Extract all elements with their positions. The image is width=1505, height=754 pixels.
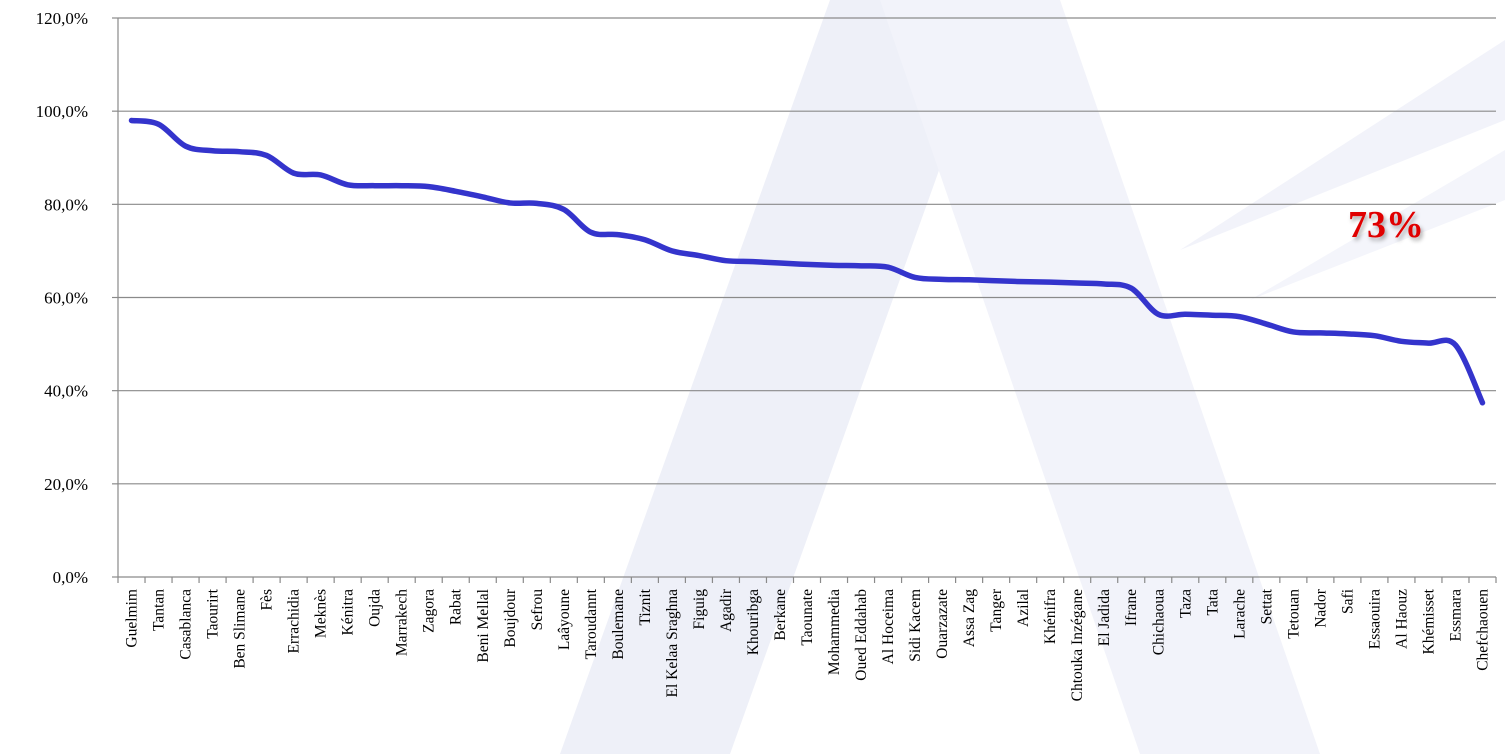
x-tick-label: Essmara: [1447, 589, 1464, 642]
x-tick-label: Errachidia: [286, 589, 303, 654]
x-tick-label: Ben Slimane: [232, 589, 249, 669]
x-tick-label: Azilal: [1015, 589, 1032, 627]
x-tick-label: Al Haouz: [1393, 589, 1410, 649]
reference-line-label: 73%: [1348, 204, 1424, 246]
x-tick-label: Guelmim: [124, 589, 141, 648]
x-tick-label: Khémisset: [1420, 588, 1437, 654]
y-tick-label: 80,0%: [44, 195, 88, 214]
x-tick-label: Agadir: [718, 588, 735, 632]
y-tick-label: 0,0%: [53, 568, 88, 587]
x-tick-label: Marrakech: [394, 589, 411, 656]
x-tick-label: Oujda: [367, 589, 384, 627]
axes: [117, 18, 1497, 583]
x-tick-label: Chichaoua: [1150, 589, 1167, 655]
x-tick-label: Safi: [1339, 588, 1356, 614]
x-tick-label: Taza: [1177, 589, 1194, 618]
x-axis-tick-labels: Guelmim Tantan Casablanca Taourirt Ben Slima…: [124, 588, 1492, 701]
y-tick-label: 20,0%: [44, 475, 88, 494]
x-tick-label: Khouribga: [745, 589, 762, 655]
x-tick-label: Tiznit: [637, 588, 654, 625]
x-tick-label: Beni Mellal: [475, 589, 492, 663]
x-tick-label: Zagora: [421, 589, 438, 633]
y-axis-tick-labels: 0,0% 20,0% 40,0% 60,0% 80,0% 100,0% 120,0%: [36, 9, 88, 587]
y-tick-label: 100,0%: [36, 102, 88, 121]
x-tick-label: Kénitra: [340, 589, 357, 636]
series-line: [128, 117, 1486, 406]
x-tick-label: Ouarzazate: [934, 589, 951, 659]
x-tick-label: Al Hoceima: [880, 589, 897, 664]
x-tick-label: Chtouka Inzégane: [1069, 589, 1086, 701]
background-watermark: [560, 0, 1505, 754]
x-tick-label: Oued Eddahab: [853, 589, 870, 681]
x-tick-label: Casablanca: [178, 589, 195, 660]
x-tick-label: Tantan: [151, 589, 168, 631]
x-tick-label: Chefchaouen: [1474, 589, 1491, 671]
x-tick-label: Khénifra: [1042, 589, 1059, 644]
x-tick-label: Larache: [1231, 589, 1248, 639]
x-tick-label: Rabat: [448, 588, 465, 625]
x-tick-label: El Kelaa Sraghna: [664, 589, 681, 698]
x-tick-label: Settat: [1258, 588, 1275, 624]
gridlines: [112, 17, 1496, 578]
x-tick-label: Taroudannt: [583, 588, 600, 659]
x-tick-label: Laâyoune: [556, 589, 573, 650]
x-tick-label: Boujdour: [502, 588, 519, 647]
x-tick-label: Tetouan: [1285, 589, 1302, 639]
y-tick-label: 40,0%: [44, 382, 88, 401]
x-tick-label: Ifrane: [1123, 589, 1140, 626]
x-tick-label: Tata: [1204, 589, 1221, 616]
x-tick-label: El Jadida: [1096, 589, 1113, 646]
x-tick-label: Taounate: [799, 589, 816, 646]
x-tick-label: Boulemane: [610, 589, 627, 660]
x-tick-label: Figuig: [691, 589, 708, 630]
y-tick-label: 120,0%: [36, 9, 88, 28]
x-tick-label: Meknès: [313, 589, 330, 638]
x-tick-label: Mohammedia: [826, 589, 843, 675]
x-tick-label: Fès: [259, 589, 276, 611]
x-tick-label: Sefrou: [529, 589, 546, 631]
y-tick-label: 60,0%: [44, 289, 88, 308]
x-tick-label: Essaouira: [1366, 589, 1383, 649]
x-tick-label: Tanger: [988, 588, 1005, 632]
x-tick-label: Berkane: [772, 589, 789, 641]
x-tick-label: Nador: [1312, 588, 1329, 628]
x-tick-label: Assa Zag: [961, 589, 978, 647]
x-tick-label: Sidi Kacem: [907, 589, 924, 662]
x-tick-label: Taourirt: [205, 588, 222, 638]
